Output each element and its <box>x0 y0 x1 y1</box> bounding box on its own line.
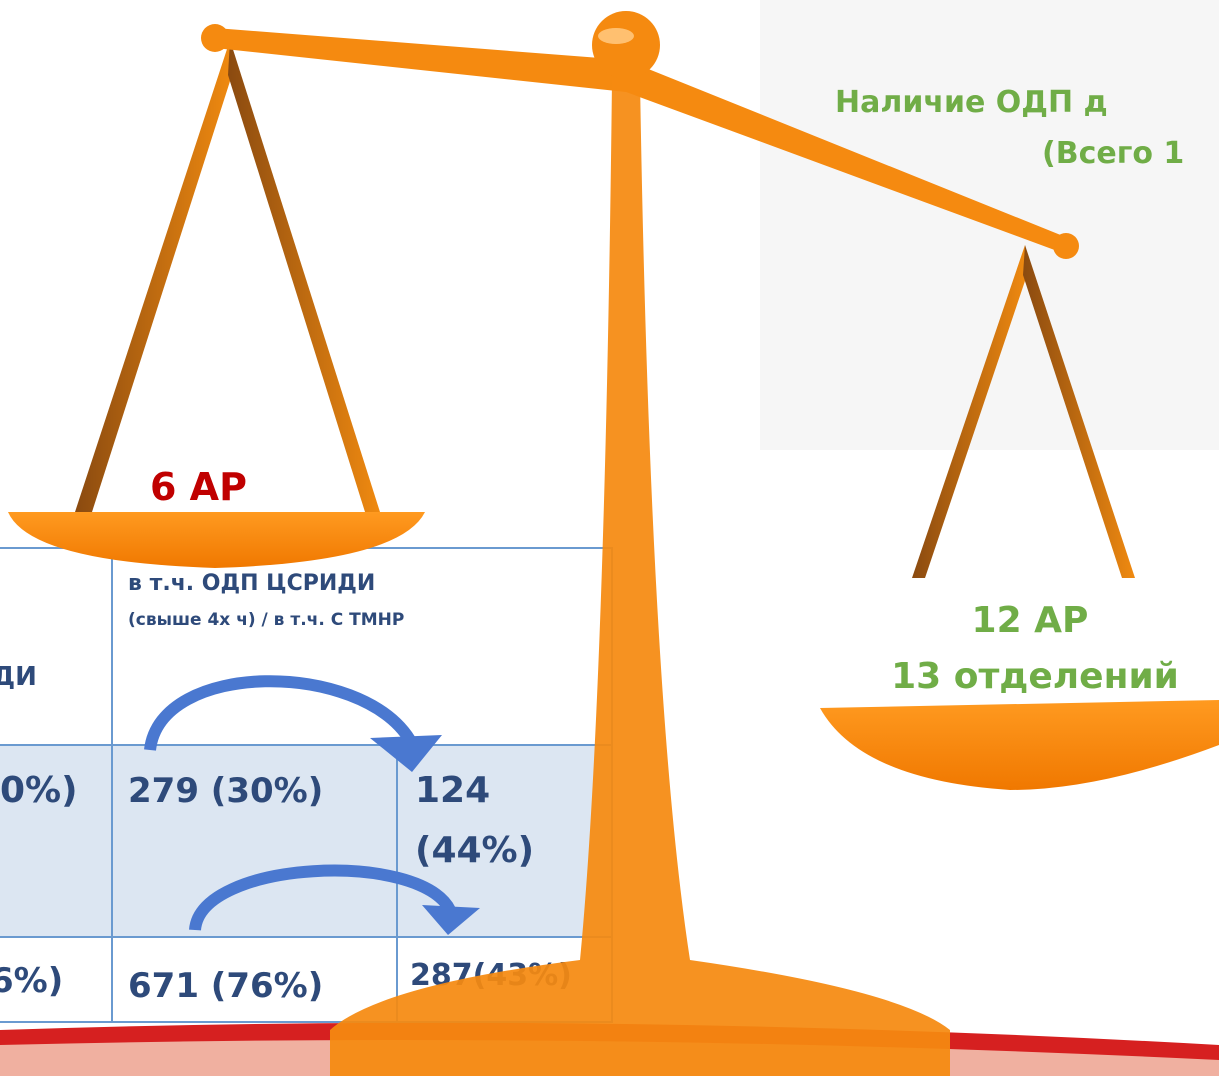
slide: в т.ч. ОДП ЦСРИДИ (свыше 4х ч) / в т.ч. … <box>0 0 1219 1076</box>
top-ball <box>592 11 660 79</box>
header-text: в т.ч. ОДП ЦСРИДИ <box>128 571 375 596</box>
pan-label: 6 АР <box>150 465 247 509</box>
cell: 6%) <box>0 961 63 1001</box>
pan-label: 12 АР <box>972 600 1089 641</box>
string <box>228 40 380 512</box>
pan <box>8 512 425 568</box>
pan <box>820 700 1219 790</box>
knob <box>201 24 229 52</box>
pan-label: 13 отделений <box>891 656 1179 697</box>
cell: 0%) <box>0 770 78 811</box>
heading: Наличие ОДП д <box>835 85 1108 120</box>
cell: 124 <box>415 770 490 811</box>
header-text: ДИ <box>0 662 37 692</box>
cell: (44%) <box>415 830 534 871</box>
arrow <box>150 681 410 750</box>
string <box>75 40 232 512</box>
page: в т.ч. ОДП ЦСРИДИ (свыше 4х ч) / в т.ч. … <box>0 0 1219 1076</box>
cell: 279 (30%) <box>128 771 323 811</box>
knob <box>1053 233 1079 259</box>
cell: 671 (76%) <box>128 966 323 1006</box>
highlight <box>598 28 634 44</box>
table: в т.ч. ОДП ЦСРИДИ (свыше 4х ч) / в т.ч. … <box>0 548 612 1022</box>
heading: (Всего 1 <box>1042 136 1184 171</box>
header-text: (свыше 4х ч) / в т.ч. С ТМНР <box>128 610 404 630</box>
